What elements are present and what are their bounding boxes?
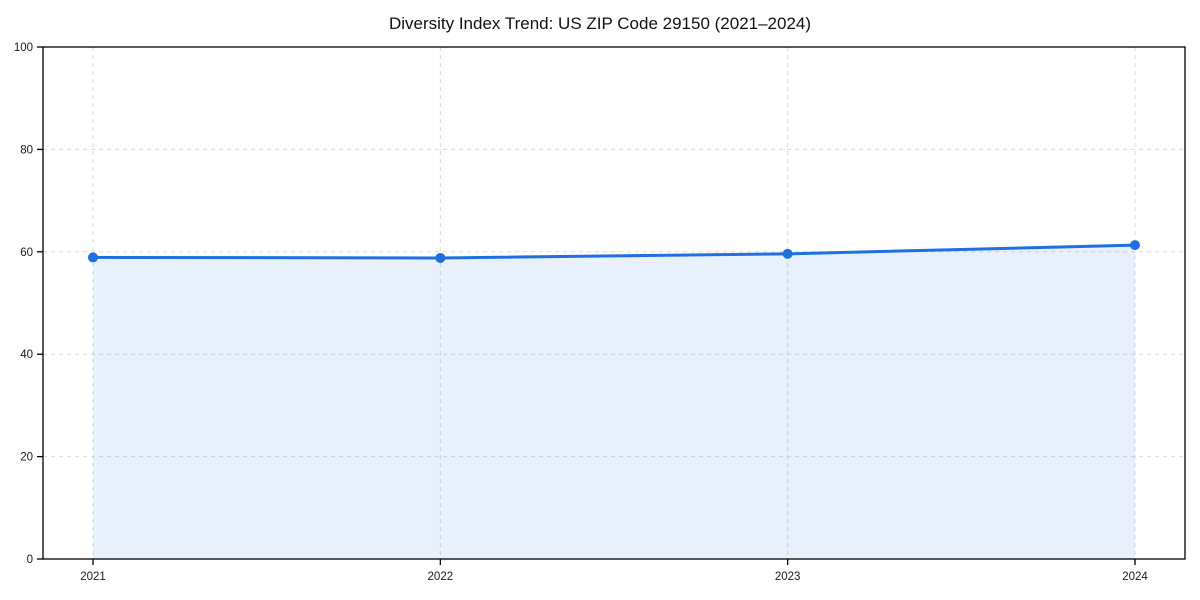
data-point-2023 bbox=[782, 248, 793, 259]
data-point-2021 bbox=[88, 252, 98, 263]
y-tick-label-60: 60 bbox=[20, 247, 33, 259]
y-tick-label-0: 0 bbox=[27, 554, 33, 566]
trend-line bbox=[91, 243, 1137, 260]
axis-spines bbox=[42, 46, 1186, 560]
x-tick-label-2023: 2023 bbox=[775, 571, 801, 583]
data-point-2024 bbox=[1130, 240, 1140, 251]
data-point-2022 bbox=[435, 252, 446, 263]
area-fill bbox=[93, 245, 1135, 560]
y-tick-label-40: 40 bbox=[20, 349, 33, 361]
y-tick-label-20: 20 bbox=[20, 452, 33, 464]
y-tick-label-80: 80 bbox=[20, 144, 33, 156]
chart-title: Diversity Index Trend: US ZIP Code 29150… bbox=[388, 14, 812, 33]
x-tick-label-2024: 2024 bbox=[1122, 571, 1148, 583]
x-tick-label-2022: 2022 bbox=[428, 571, 454, 583]
y-tick-label-100: 100 bbox=[14, 42, 33, 54]
x-tick-label-2021: 2021 bbox=[80, 571, 106, 583]
